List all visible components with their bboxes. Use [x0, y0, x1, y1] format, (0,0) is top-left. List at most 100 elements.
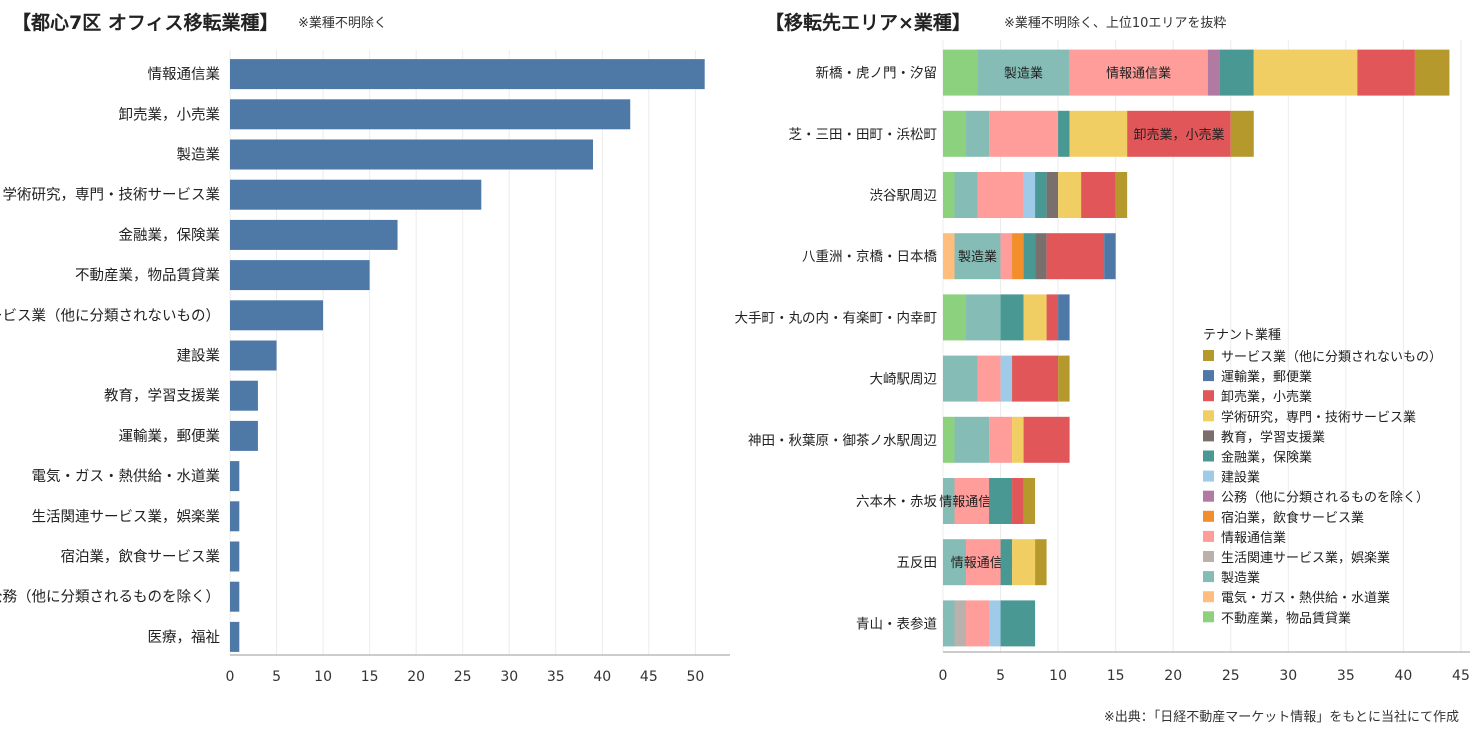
legend-label: サービス業（他に分類されないもの）: [1221, 349, 1442, 365]
legend-swatch: [1203, 410, 1214, 422]
category-label: 教育，学習支援業: [104, 388, 220, 405]
bar-segment: [943, 416, 955, 463]
bar: [230, 340, 277, 371]
x-tick-label: 25: [454, 669, 472, 685]
bar-segment: [1046, 172, 1059, 218]
bar-segment: [1012, 416, 1024, 463]
bar-segment: [1253, 49, 1358, 96]
area-label: 五反田: [897, 555, 938, 571]
x-tick-label: 30: [1279, 668, 1297, 684]
category-label: 卸売業，小売業: [119, 106, 221, 123]
legend-label: 金融業，保険業: [1221, 450, 1312, 466]
bar-segment: [989, 110, 1059, 157]
bar-segment: [1058, 110, 1070, 157]
segment-label: 卸売業，小売業: [1133, 127, 1224, 143]
left-chart-title: 【都心7区 オフィス移転業種】: [12, 12, 279, 34]
x-tick-label: 15: [1107, 668, 1125, 684]
bar-segment: [989, 478, 1013, 524]
bar-segment: [1000, 539, 1013, 586]
bar-segment: [977, 355, 1001, 402]
category-label: 医療，福祉: [148, 629, 221, 646]
bar-segment: [954, 172, 978, 218]
category-label: 情報通信業: [148, 66, 221, 83]
x-tick-label: 5: [272, 669, 281, 685]
bar-segment: [1012, 478, 1024, 524]
legend-swatch: [1203, 571, 1214, 583]
segment-label: 製造業: [958, 249, 997, 265]
bar-segment: [954, 600, 967, 647]
segment-label: 情報通信業: [951, 555, 1016, 571]
legend-label: 運輸業，郵便業: [1221, 369, 1312, 385]
legend-label: 卸売業，小売業: [1221, 389, 1312, 405]
category-label: 電気・ガス・熱供給・水道業: [32, 468, 221, 485]
area-label: 大手町・丸の内・有楽町・内幸町: [735, 310, 938, 326]
x-tick-label: 50: [686, 669, 704, 685]
bar-segment: [943, 49, 978, 96]
category-label: 学術研究，専門・技術サービス業: [3, 187, 221, 204]
segment-label: 情報通信業: [1106, 66, 1171, 82]
x-tick-label: 25: [1222, 668, 1240, 684]
x-tick-label: 30: [500, 669, 518, 685]
bar-segment: [1023, 233, 1036, 280]
bar-segment: [1219, 49, 1254, 96]
x-tick-label: 35: [1337, 668, 1355, 684]
bar: [230, 541, 240, 572]
area-label: 大崎駅周辺: [870, 372, 938, 388]
bar-segment: [943, 233, 955, 280]
bar-segment: [1035, 233, 1047, 280]
category-label: 生活関連サービス業，娯楽業: [32, 508, 221, 525]
category-label: サービス業（他に分類されないもの）: [0, 307, 220, 324]
bar: [230, 461, 240, 492]
bar-segment: [1023, 172, 1036, 218]
area-label: 新橋・虎ノ門・汐留: [816, 66, 938, 82]
right-chart-title: 【移転先エリア×業種】: [765, 12, 971, 34]
x-tick-label: 0: [226, 669, 235, 685]
bar-segment: [1357, 49, 1415, 96]
bar-segment: [943, 172, 955, 218]
bar-segment: [1000, 355, 1013, 402]
bar-segment: [1058, 355, 1070, 402]
bar-segment: [943, 539, 967, 586]
category-label: 製造業: [177, 147, 221, 164]
category-label: 運輸業，郵便業: [119, 428, 221, 445]
bar-segment: [989, 600, 1001, 647]
area-label: 芝・三田・田町・浜松町: [789, 127, 938, 143]
bar: [230, 621, 240, 652]
bar-segment: [1081, 172, 1116, 218]
legend-swatch: [1203, 611, 1214, 623]
legend-label: 教育，学習支援業: [1221, 429, 1325, 445]
bar-segment: [977, 49, 1070, 96]
bar-segment: [1023, 416, 1070, 463]
bar-segment: [1127, 110, 1231, 157]
legend-label: 不動産業，物品賃貸業: [1221, 610, 1351, 626]
bar: [230, 59, 705, 90]
area-label: 神田・秋葉原・御茶ノ水駅周辺: [748, 433, 937, 449]
bar-segment: [1230, 110, 1254, 157]
bar-segment: [1104, 233, 1116, 280]
bar-segment: [954, 416, 990, 463]
bar-segment: [989, 416, 1013, 463]
bar-segment: [943, 110, 967, 157]
legend-swatch: [1203, 390, 1214, 402]
industry-bar-chart: 0 5 10 15 20 25 30 35 40 45 50 情報通信業卸売業，小売業製造業学術研究，…: [0, 50, 730, 685]
bar-segment: [1414, 49, 1450, 96]
area-label: 八重洲・京橋・日本橋: [802, 249, 937, 265]
bar-segment: [1000, 294, 1024, 341]
bar: [230, 260, 370, 291]
legend-label: 学術研究，専門・技術サービス業: [1221, 409, 1416, 425]
legend-swatch: [1203, 450, 1214, 462]
bar-segment: [1012, 233, 1024, 280]
bar-segment: [943, 600, 955, 647]
bar-segment: [1046, 294, 1059, 341]
bar: [230, 179, 482, 210]
x-tick-label: 20: [407, 669, 425, 685]
x-tick-label: 10: [1049, 668, 1067, 684]
legend-swatch: [1203, 370, 1214, 382]
bar: [230, 139, 593, 170]
bar-segment: [1046, 233, 1105, 280]
legend-label: 製造業: [1221, 570, 1260, 586]
x-tick-label: 40: [593, 669, 611, 685]
legend-swatch: [1203, 430, 1214, 442]
bar: [230, 501, 240, 532]
